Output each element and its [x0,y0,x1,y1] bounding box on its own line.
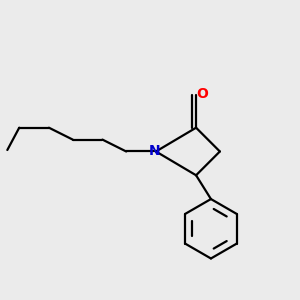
Text: O: O [197,86,208,100]
Text: N: N [148,144,160,158]
